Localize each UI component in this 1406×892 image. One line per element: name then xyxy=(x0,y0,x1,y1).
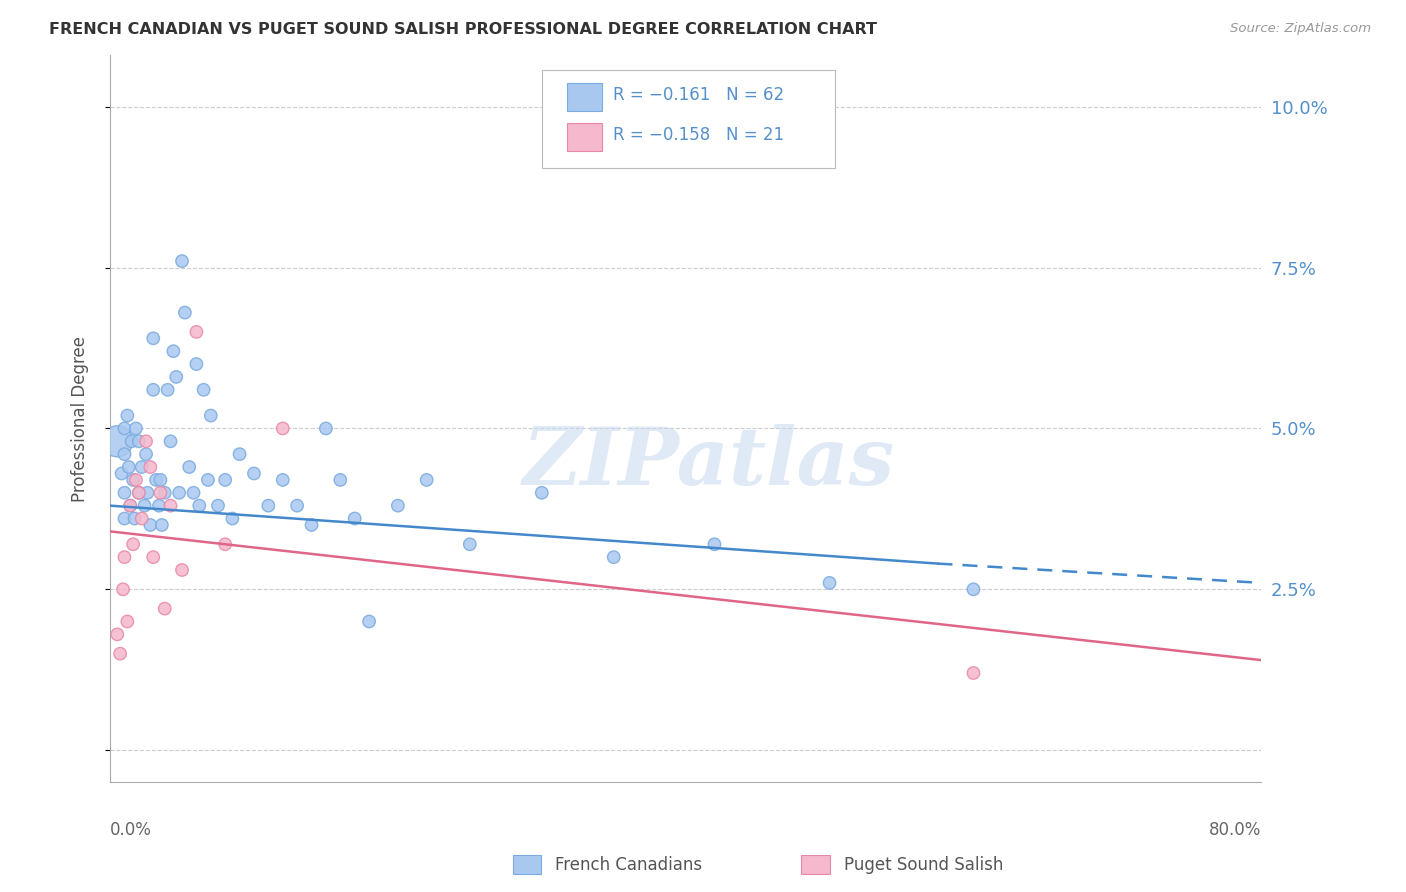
Point xyxy=(105,434,128,449)
Point xyxy=(110,467,132,481)
Point xyxy=(167,485,190,500)
Point xyxy=(183,485,205,500)
Point xyxy=(193,383,215,397)
Point xyxy=(122,473,145,487)
Point xyxy=(105,627,128,641)
Point xyxy=(111,582,134,597)
Point xyxy=(118,460,141,475)
Point xyxy=(301,518,323,533)
Point xyxy=(159,499,181,513)
Point xyxy=(128,434,150,449)
Point xyxy=(188,499,211,513)
Point xyxy=(186,325,208,339)
Point xyxy=(120,499,142,513)
Point xyxy=(128,485,150,500)
Point xyxy=(148,499,170,513)
Y-axis label: Professional Degree: Professional Degree xyxy=(72,335,89,502)
Point xyxy=(149,473,172,487)
Point xyxy=(131,460,153,475)
Point xyxy=(117,409,139,423)
Point xyxy=(142,331,165,345)
Text: FRENCH CANADIAN VS PUGET SOUND SALISH PROFESSIONAL DEGREE CORRELATION CHART: FRENCH CANADIAN VS PUGET SOUND SALISH PR… xyxy=(49,22,877,37)
Point xyxy=(149,485,172,500)
Point xyxy=(165,370,187,384)
Point xyxy=(114,550,136,565)
Point xyxy=(214,537,236,551)
FancyBboxPatch shape xyxy=(567,123,602,151)
Point xyxy=(153,601,176,615)
Point xyxy=(139,460,162,475)
Text: ZIPatlas: ZIPatlas xyxy=(523,424,894,501)
Point xyxy=(153,485,176,500)
Point xyxy=(703,537,725,551)
Point xyxy=(135,434,157,449)
Point xyxy=(142,550,165,565)
Text: 80.0%: 80.0% xyxy=(1209,821,1261,839)
Text: French Canadians: French Canadians xyxy=(555,856,703,874)
Point xyxy=(228,447,250,461)
Text: R = −0.161   N = 62: R = −0.161 N = 62 xyxy=(613,86,785,103)
Point xyxy=(200,409,222,423)
Point xyxy=(257,499,280,513)
Point xyxy=(150,518,173,533)
Point xyxy=(530,485,553,500)
Point xyxy=(602,550,624,565)
Point xyxy=(125,473,148,487)
Point xyxy=(145,473,167,487)
Point xyxy=(136,485,159,500)
Point xyxy=(159,434,181,449)
Text: Puget Sound Salish: Puget Sound Salish xyxy=(844,856,1002,874)
Point xyxy=(174,305,197,319)
Point xyxy=(156,383,179,397)
FancyBboxPatch shape xyxy=(567,83,602,111)
Point xyxy=(125,421,148,435)
Point xyxy=(142,383,165,397)
Point xyxy=(114,485,136,500)
Point xyxy=(214,473,236,487)
Point xyxy=(243,467,266,481)
Point xyxy=(343,511,366,525)
Point xyxy=(114,511,136,525)
Point xyxy=(122,537,145,551)
Point xyxy=(128,485,150,500)
Point xyxy=(415,473,437,487)
Point xyxy=(170,254,193,268)
Point xyxy=(124,511,146,525)
Text: R = −0.158   N = 21: R = −0.158 N = 21 xyxy=(613,126,785,144)
Point xyxy=(387,499,409,513)
Point xyxy=(120,499,142,513)
Point xyxy=(329,473,352,487)
Point xyxy=(197,473,219,487)
Point xyxy=(359,615,381,629)
Point xyxy=(134,499,156,513)
Point xyxy=(114,421,136,435)
Point xyxy=(818,575,841,590)
Point xyxy=(186,357,208,371)
Point xyxy=(221,511,243,525)
Point xyxy=(458,537,481,551)
Text: Source: ZipAtlas.com: Source: ZipAtlas.com xyxy=(1230,22,1371,36)
Point xyxy=(131,511,153,525)
Text: 0.0%: 0.0% xyxy=(110,821,152,839)
Point xyxy=(271,473,294,487)
FancyBboxPatch shape xyxy=(541,70,835,168)
Point xyxy=(121,434,143,449)
Point xyxy=(962,665,984,680)
Point xyxy=(271,421,294,435)
Point xyxy=(114,447,136,461)
Point xyxy=(170,563,193,577)
Point xyxy=(207,499,229,513)
Point xyxy=(135,447,157,461)
Point xyxy=(315,421,337,435)
Point xyxy=(162,344,184,359)
Point xyxy=(285,499,308,513)
Point xyxy=(962,582,984,597)
Point xyxy=(139,518,162,533)
Point xyxy=(108,647,131,661)
Point xyxy=(117,615,139,629)
Point xyxy=(179,460,201,475)
